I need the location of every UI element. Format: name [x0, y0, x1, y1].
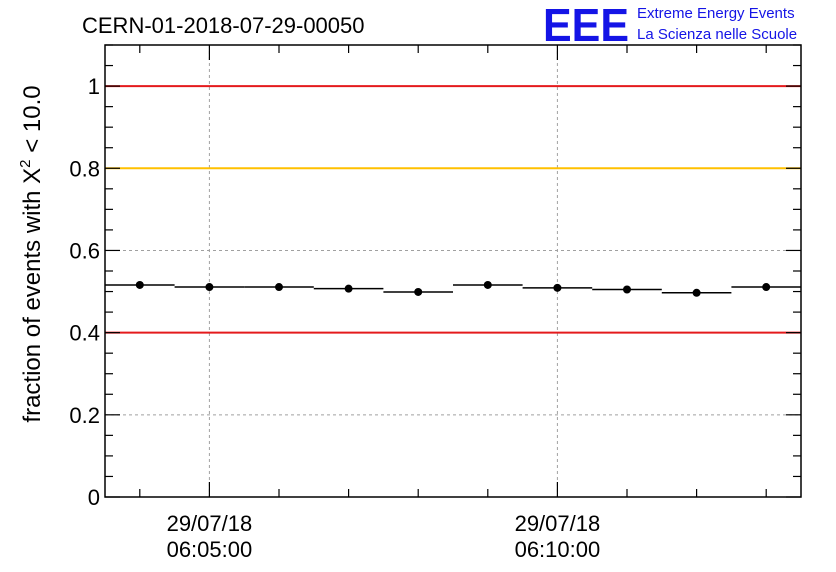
eee-logo: EEE Extreme Energy Events La Scienza nel… [543, 0, 797, 51]
grid-lines [105, 45, 801, 497]
data-marker [135, 280, 144, 289]
y-tick-label: 0.2 [69, 403, 100, 428]
data-marker [483, 280, 492, 289]
y-axis-label-superscript: 2 [17, 159, 34, 167]
chart-title: CERN-01-2018-07-29-00050 [82, 13, 365, 38]
data-marker [414, 287, 423, 296]
data-point [105, 280, 175, 289]
y-tick-label: 0.4 [69, 321, 100, 346]
data-marker [692, 288, 701, 297]
y-tick-label: 1 [88, 74, 100, 99]
data-marker [344, 284, 353, 293]
y-axis-label-symbol: X [19, 168, 46, 184]
data-marker [762, 283, 771, 292]
reference-lines [105, 85, 801, 334]
y-axis-label-suffix: < 10.0 [19, 85, 46, 159]
data-point [453, 280, 523, 289]
eee-logo-line1: Extreme Energy Events [637, 5, 795, 22]
x-tick-label-date: 29/07/18 [515, 511, 601, 536]
data-point [313, 284, 384, 293]
data-point [592, 285, 662, 294]
x-tick-label-date: 29/07/18 [167, 511, 253, 536]
eee-logo-line2: La Scienza nelle Scuole [637, 26, 797, 43]
data-marker [275, 283, 283, 292]
data-point [522, 283, 593, 292]
y-tick-label: 0.6 [69, 238, 100, 263]
data-point [244, 283, 314, 292]
data-points [105, 280, 801, 297]
data-marker [553, 283, 562, 292]
data-point [383, 287, 453, 296]
data-point [174, 283, 245, 292]
y-tick-label: 0.8 [69, 156, 100, 181]
y-tick-label: 0 [88, 485, 100, 510]
x-tick-label-time: 06:05:00 [167, 537, 253, 562]
data-marker [205, 283, 214, 292]
y-axis-label: fraction of events with X2 < 10.0 [17, 85, 46, 422]
y-axis-label-prefix: fraction of events with [19, 184, 46, 423]
eee-logo-acronym: EEE [543, 0, 629, 51]
y-axis-ticks: 0 0.2 0.4 0.6 0.8 1 [69, 44, 801, 510]
data-point [731, 283, 801, 292]
data-marker [623, 285, 631, 294]
x-tick-label-time: 06:10:00 [515, 537, 601, 562]
data-point [661, 288, 732, 297]
